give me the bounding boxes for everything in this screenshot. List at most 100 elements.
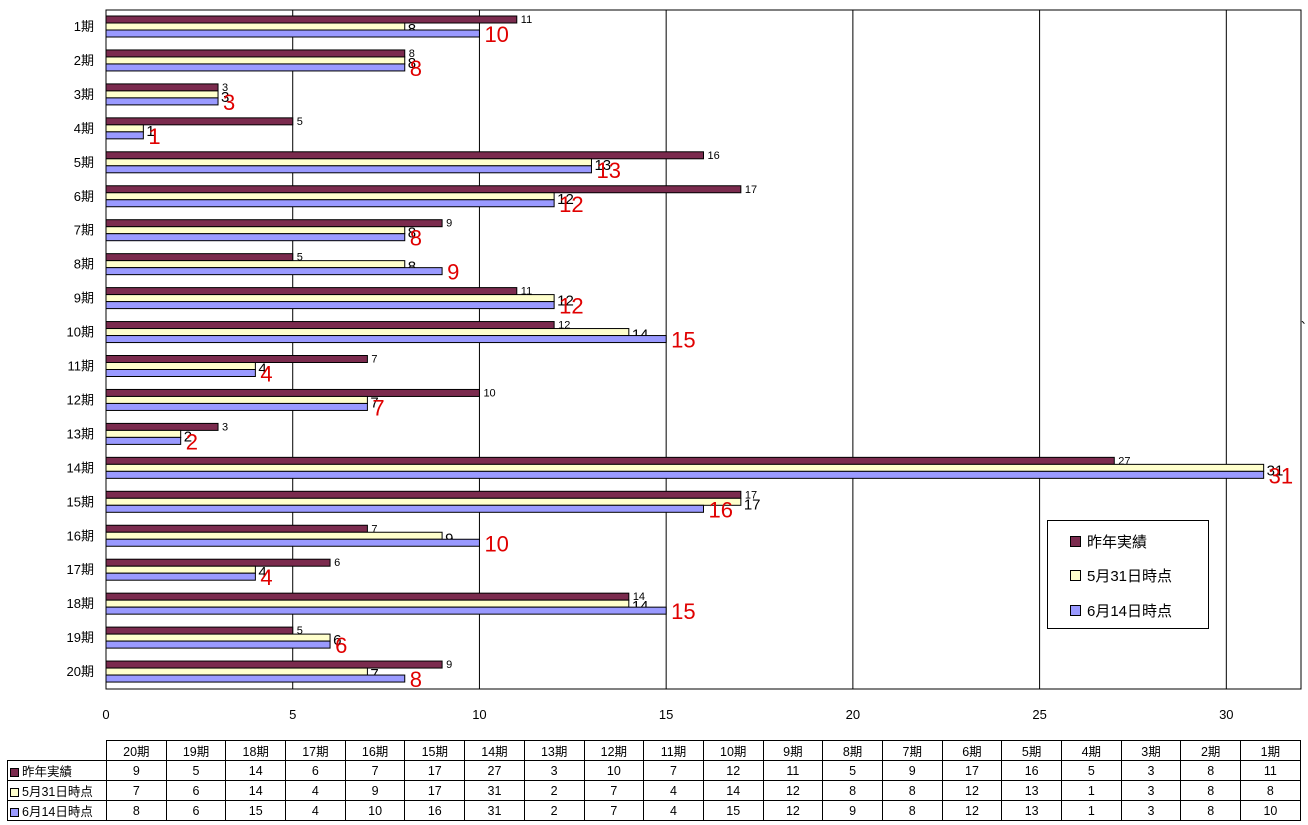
table-column-header: 9期: [762, 740, 824, 761]
bar: [105, 253, 294, 262]
highlight-label: 9: [447, 260, 459, 285]
table-column-header: 5期: [1001, 740, 1062, 761]
highlight-label: 15: [671, 599, 695, 624]
legend-label: 6月14日時点: [1087, 603, 1173, 620]
table-cell: 6: [165, 800, 227, 821]
table-column-header: 7期: [881, 740, 943, 761]
x-tick-label: 10: [472, 707, 486, 722]
plot-frame: [105, 9, 1302, 690]
bar: [105, 49, 406, 58]
bar: [105, 490, 742, 499]
highlight-label: 8: [410, 226, 422, 251]
table-cell: 12: [941, 800, 1003, 821]
table-cell: 15: [225, 800, 287, 821]
x-tick-label: 25: [1032, 707, 1046, 722]
table-cell: 5: [822, 760, 883, 781]
table-cell: 4: [643, 780, 704, 801]
bar: [105, 355, 368, 363]
bar: [105, 63, 406, 72]
bar: [105, 436, 182, 445]
data-label: 11: [521, 14, 532, 26]
table-cell: 12: [762, 800, 824, 821]
bar: [105, 558, 331, 567]
highlight-label: 31: [1269, 463, 1293, 488]
table-cell: 7: [583, 780, 645, 801]
bar: [105, 456, 1115, 465]
data-label: 8: [409, 48, 415, 60]
bar: [105, 565, 256, 574]
data-label: 6: [334, 557, 340, 569]
table-cell: 4: [285, 800, 346, 821]
table-cell: 16: [404, 800, 466, 821]
bar: [105, 606, 667, 615]
data-label: 17: [745, 184, 757, 196]
table-cell: 8: [1240, 780, 1301, 801]
category-label: 17期: [67, 562, 94, 577]
table-swatch: [10, 788, 19, 798]
table-row-label: 6月14日時点: [22, 805, 93, 819]
bar: [105, 301, 555, 310]
highlight-label: 12: [559, 192, 583, 217]
highlight-label: 3: [223, 90, 235, 115]
table-cell: 10: [344, 800, 406, 821]
bar: [105, 402, 368, 411]
bar: [105, 199, 555, 208]
table-cell: 31: [464, 800, 525, 821]
bar: [105, 90, 219, 99]
legend-item: 5月31日時点: [1070, 565, 1172, 586]
data-label: 4: [258, 361, 266, 378]
table-cell: 17: [404, 760, 466, 781]
bar: [105, 192, 555, 201]
data-label: 7: [371, 354, 377, 366]
bar: [105, 158, 592, 167]
table-cell: 8: [1180, 780, 1242, 801]
bar: [105, 287, 518, 296]
stray-mark: 、: [1301, 311, 1308, 327]
table-column-header: 4期: [1061, 740, 1122, 761]
table-cell: 2: [523, 800, 585, 821]
bar: [105, 599, 630, 608]
bar: [105, 226, 406, 235]
highlight-label: 7: [372, 395, 384, 420]
table-column-header: 2期: [1180, 740, 1242, 761]
bar: [105, 233, 406, 242]
bar: [105, 185, 742, 194]
bar: [105, 674, 406, 683]
bar: [105, 294, 555, 303]
bar: [105, 592, 630, 601]
bar: [105, 117, 294, 126]
table-column-header: 20期: [106, 740, 167, 761]
data-label: 1: [146, 123, 154, 140]
data-table: 20期 19期 18期 17期 16期 15期 14期 13期 12期 11期 10期 9期 8期 7期 6…: [7, 740, 1301, 821]
bar: [105, 640, 331, 649]
data-label: 17: [745, 489, 757, 501]
data-label: 12: [557, 191, 574, 208]
table-cell: 5: [165, 760, 227, 781]
table-row-header: 昨年実績: [7, 760, 107, 781]
table-column-header: 14期: [464, 740, 525, 761]
bar: [105, 504, 704, 513]
data-label: 5: [297, 116, 303, 128]
table-cell: 12: [702, 760, 764, 781]
data-label: 10: [483, 387, 495, 399]
table-cell: 9: [822, 800, 883, 821]
category-label: 3期: [74, 87, 94, 102]
category-label: 8期: [74, 257, 94, 272]
bar: [105, 267, 443, 276]
table-cell: 2: [523, 780, 585, 801]
bar: [105, 388, 480, 397]
table-cell: 5: [1061, 760, 1122, 781]
highlight-label: 10: [484, 531, 508, 556]
highlight-label: 2: [186, 429, 198, 454]
bar: [105, 633, 331, 642]
table-cell: 8: [822, 780, 883, 801]
bar: [105, 626, 294, 635]
highlight-label: 10: [484, 22, 508, 47]
data-label: 11: [521, 286, 532, 298]
table-row-label: 5月31日時点: [22, 785, 93, 799]
table-cell: 13: [1001, 780, 1062, 801]
data-label: 9: [446, 218, 452, 230]
table-column-header: 13期: [523, 740, 585, 761]
table-column-header: 10期: [702, 740, 764, 761]
legend-item: 6月14日時点: [1070, 600, 1172, 621]
